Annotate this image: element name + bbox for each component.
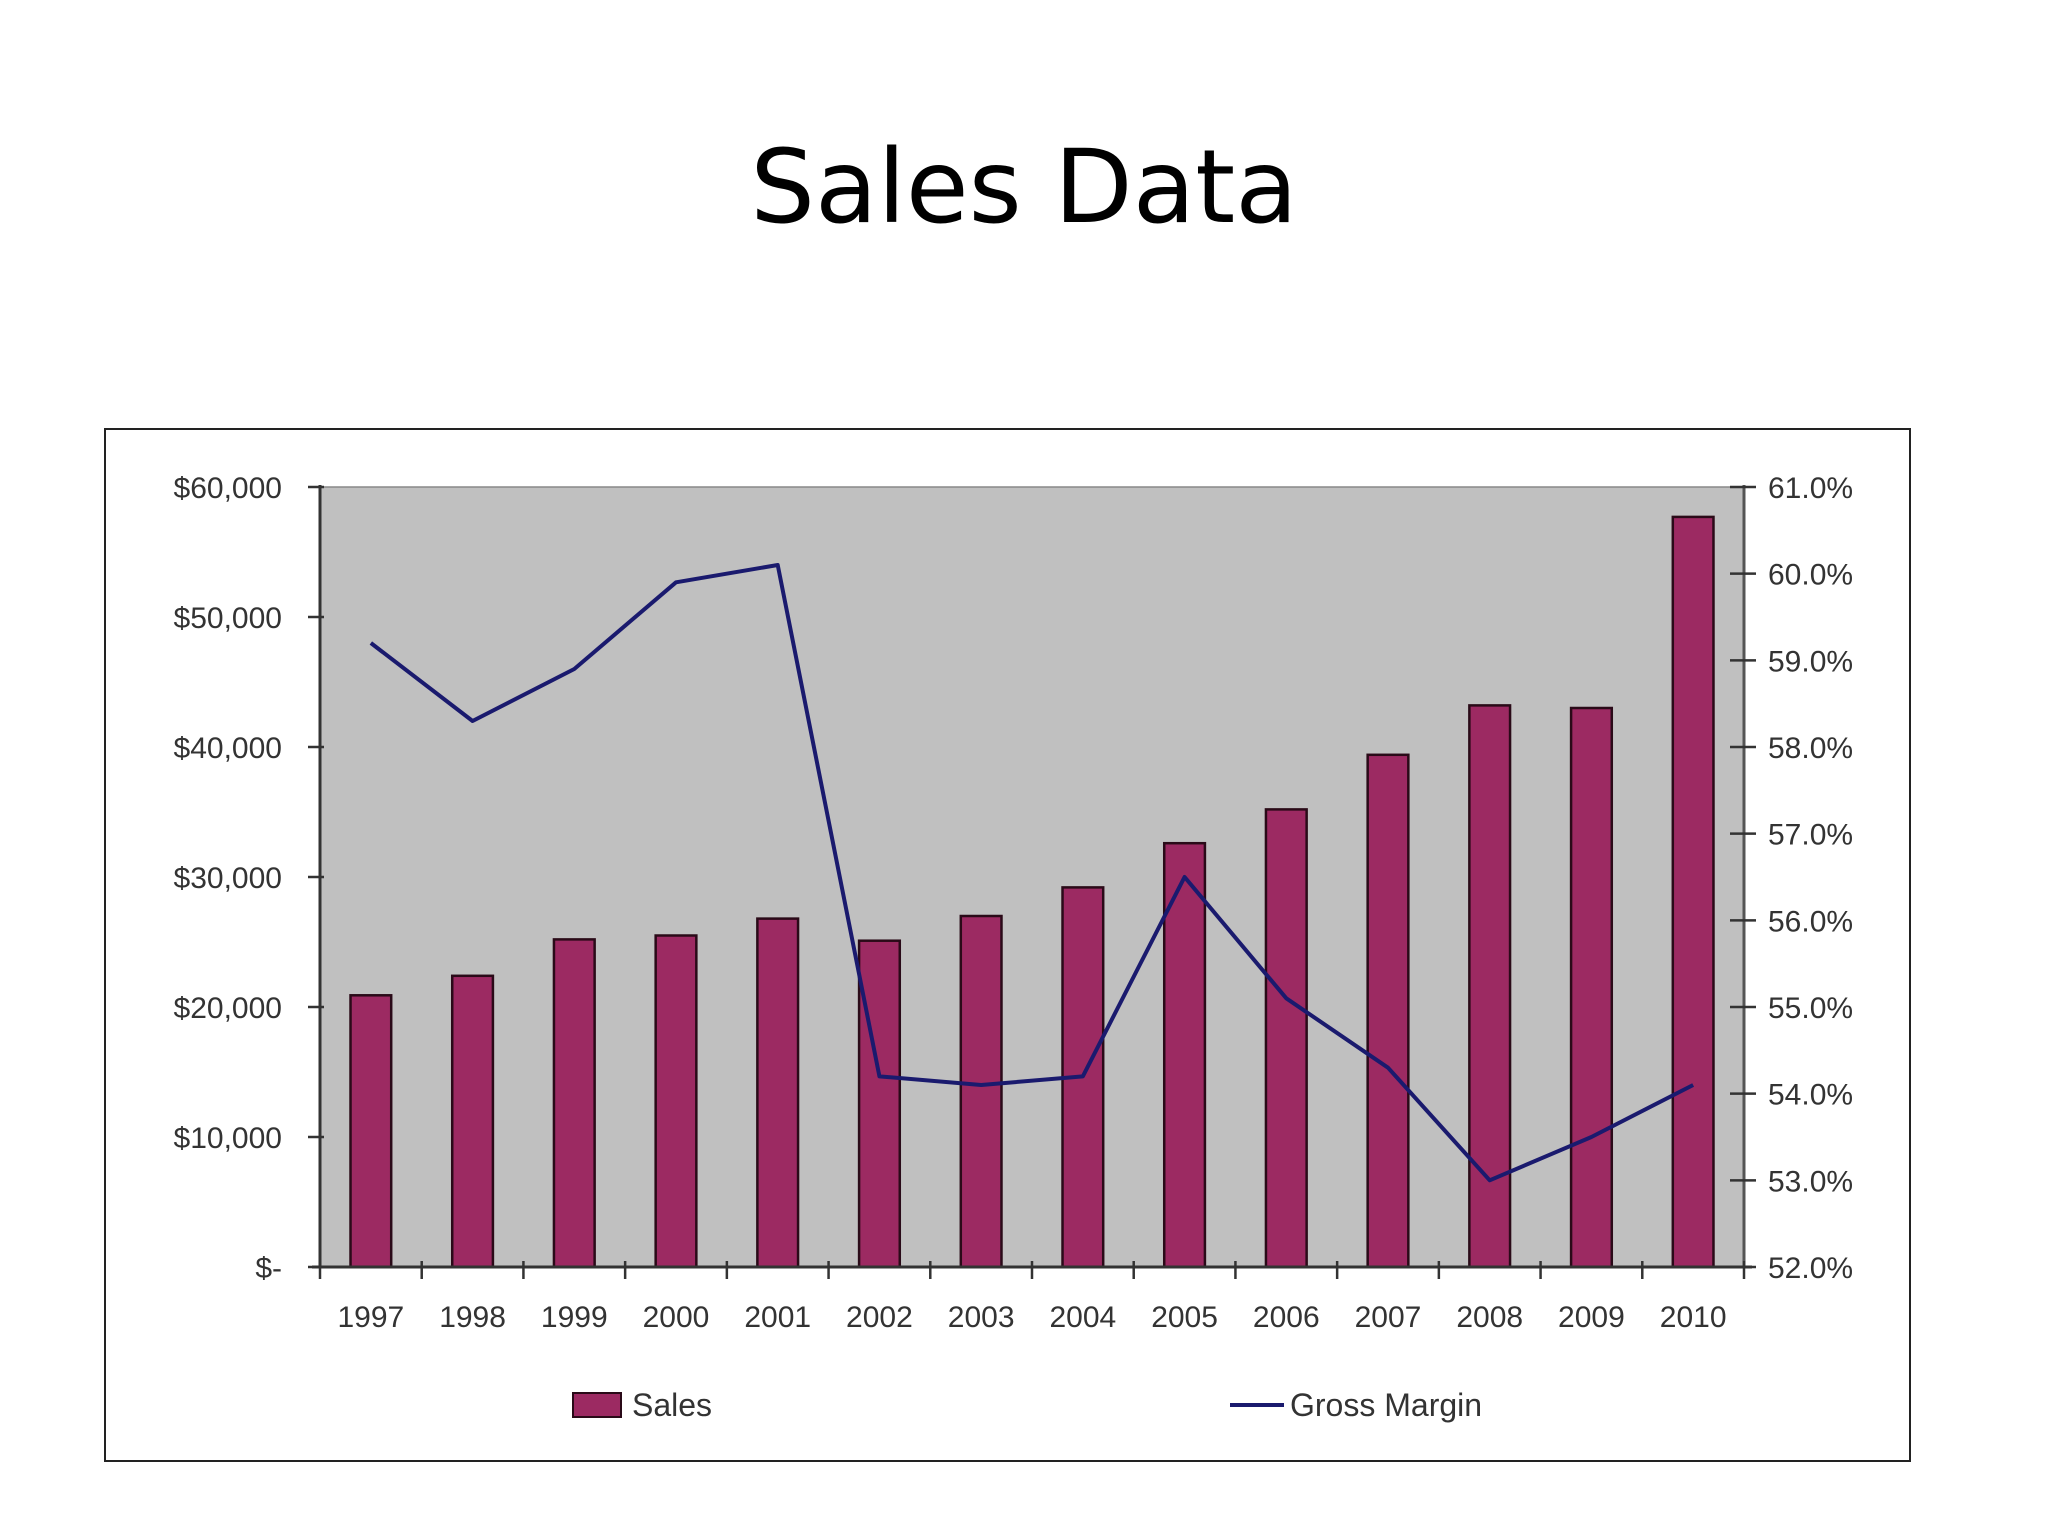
- right-axis-tick: 58.0%: [1768, 732, 1853, 765]
- sales-bar: [1162, 841, 1207, 1269]
- legend-gross-margin-label: Gross Margin: [1290, 1387, 1482, 1423]
- x-axis-tick: 2007: [1355, 1301, 1422, 1334]
- left-axis-tick: $30,000: [174, 862, 282, 895]
- x-axis-tick: 1999: [541, 1301, 608, 1334]
- left-axis-tick: $40,000: [174, 732, 282, 765]
- sales-bar: [349, 994, 393, 1269]
- x-axis-tick: 2003: [948, 1301, 1015, 1334]
- right-axis-tick: 61.0%: [1768, 472, 1853, 505]
- sales-bar: [1264, 808, 1308, 1269]
- legend: Sales Gross Margin: [572, 1387, 1482, 1423]
- right-axis-tick: 60.0%: [1768, 559, 1853, 592]
- sales-bar: [1366, 753, 1410, 1269]
- gross-margin-line: [369, 563, 1695, 1183]
- sales-bar: [1671, 515, 1715, 1269]
- right-axis-tick: 59.0%: [1768, 645, 1853, 678]
- sales-bars: [349, 515, 1715, 1269]
- x-axis-tick: 2002: [846, 1301, 913, 1334]
- right-axis-tick: 54.0%: [1768, 1079, 1853, 1112]
- left-axis-tick: $20,000: [174, 992, 282, 1025]
- sales-bar: [1468, 704, 1512, 1269]
- left-axis-tick: $60,000: [174, 472, 282, 505]
- x-axis-tick: 2008: [1456, 1301, 1523, 1334]
- sales-bar: [857, 939, 902, 1269]
- left-axis-tick: $10,000: [174, 1122, 282, 1155]
- slide-title: Sales Data: [750, 128, 1298, 247]
- right-axis-tick: 56.0%: [1768, 905, 1853, 938]
- right-axis-tick: 57.0%: [1768, 819, 1853, 852]
- x-axis-tick: 2005: [1151, 1301, 1218, 1334]
- legend-sales-label: Sales: [632, 1387, 712, 1423]
- x-axis-tick: 1998: [439, 1301, 506, 1334]
- axes: [308, 485, 1756, 1279]
- x-axis-tick: 2001: [744, 1301, 811, 1334]
- x-axis-tick-labels: 1997 1998 1999 2000 2001 2002 2003 2004 2005 2006…: [337, 1301, 1726, 1334]
- x-axis-tick: 2004: [1049, 1301, 1116, 1334]
- sales-bar: [654, 934, 698, 1269]
- right-axis-tick-labels: 52.0% 53.0% 54.0% 55.0% 56.0% 57.0% 58.0% 59.0%…: [1768, 472, 1853, 1285]
- left-axis-tick-labels: $- $10,000 $20,000 $30,000 $40,000 $50,000 $60…: [174, 472, 282, 1285]
- sales-bar: [1569, 706, 1614, 1269]
- x-axis-tick: 1997: [337, 1301, 404, 1334]
- x-axis-tick: 2009: [1558, 1301, 1625, 1334]
- x-axis-tick: 2006: [1253, 1301, 1320, 1334]
- legend-sales-swatch: [572, 1392, 622, 1418]
- plot-area: [320, 487, 1744, 1267]
- right-axis-tick: 52.0%: [1768, 1252, 1853, 1285]
- sales-bar: [552, 938, 596, 1269]
- x-axis-tick: 2010: [1660, 1301, 1727, 1334]
- left-axis-tick: $-: [255, 1252, 282, 1285]
- right-axis-tick: 55.0%: [1768, 992, 1853, 1025]
- left-axis-tick: $50,000: [174, 602, 282, 635]
- right-axis-tick: 53.0%: [1768, 1165, 1853, 1198]
- x-axis-tick: 2000: [643, 1301, 710, 1334]
- sales-bar: [450, 974, 495, 1269]
- sales-bar: [959, 914, 1003, 1269]
- sales-bar: [756, 917, 800, 1269]
